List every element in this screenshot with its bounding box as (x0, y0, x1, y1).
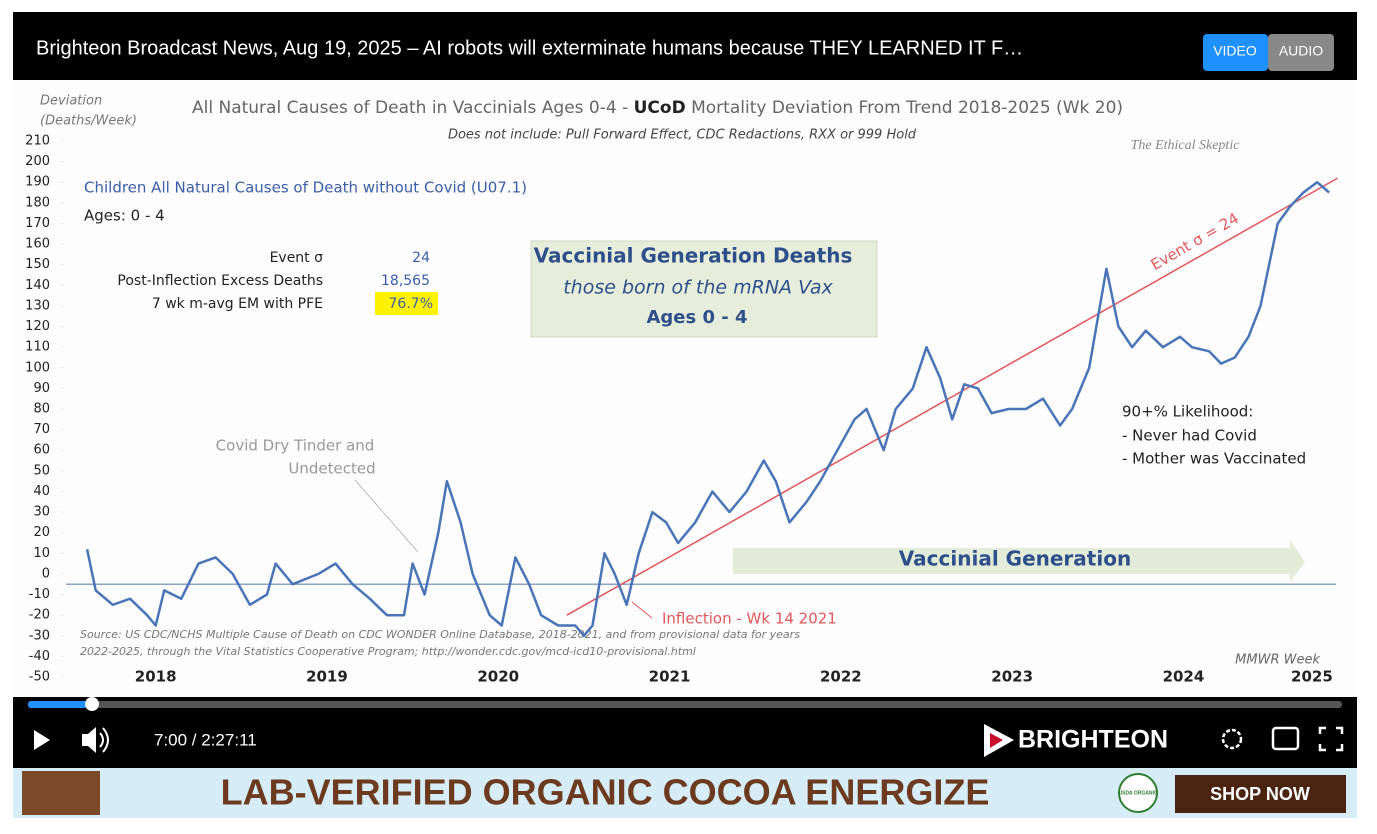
x-tick-label: 2022 (820, 668, 862, 686)
callout-box (530, 240, 878, 338)
watermark: The Ethical Skeptic (1131, 138, 1241, 153)
audio-tab-label[interactable]: AUDIO (1279, 43, 1323, 59)
volume-button[interactable] (82, 727, 109, 753)
inflection-pointer (631, 601, 653, 619)
y-tick-label: 90 (33, 381, 50, 396)
chart: Deviation (Deaths/Week) All Natural Caus… (25, 94, 1338, 686)
likelihood: - Never had Covid (1122, 427, 1257, 445)
y-tick-label: 160 (25, 237, 50, 252)
y-tick-label: 60 (33, 443, 50, 458)
y-tick-label: -20 (29, 608, 50, 623)
title-part: Mortality Deviation From Trend 2018-2025… (686, 98, 1123, 118)
x-axis-label: MMWR Week (1235, 653, 1320, 668)
source: Source: US CDC/NCHS Multiple Cause of De… (80, 628, 800, 641)
title-part: UCoD (634, 98, 686, 118)
callout-title: Vaccinial Generation Deaths (534, 244, 853, 268)
ad-button[interactable] (1175, 775, 1346, 813)
y-tick-label: 170 (25, 216, 50, 231)
x-tick-label: 2023 (991, 668, 1033, 686)
settings-button[interactable] (1221, 728, 1243, 750)
y-tick-label: 200 (25, 154, 50, 169)
y-tick-label: -10 (29, 587, 50, 602)
control-bar (13, 697, 1357, 768)
y-tick-label: 210 (25, 134, 50, 149)
y-tick-label: 190 (25, 175, 50, 190)
progress-track[interactable] (28, 701, 1342, 708)
series-label: Children All Natural Causes of Death wit… (84, 179, 527, 197)
stat-label: 7 wk m-avg EM with PFE (152, 296, 323, 312)
ad-image (22, 771, 100, 815)
y-tick-label: 0 (42, 566, 50, 581)
x-tick-label: 2024 (1163, 668, 1205, 686)
y-axis-label: (Deaths/Week) (40, 114, 137, 129)
ages-label: Ages: 0 - 4 (84, 207, 165, 225)
title-bar (13, 12, 1357, 80)
y-tick-label: 40 (33, 484, 50, 499)
stat-label: Post-Inflection Excess Deaths (117, 273, 323, 289)
y-tick-label: 140 (25, 278, 50, 293)
theater-button[interactable] (1271, 726, 1300, 751)
y-tick-label: 100 (25, 360, 50, 375)
brand-logo-inner (990, 733, 1003, 748)
x-tick-label: 2020 (477, 668, 519, 686)
y-tick-label: 10 (33, 546, 50, 561)
highlight (375, 292, 438, 315)
y-tick-label: -50 (29, 670, 50, 685)
video-tab-label[interactable]: VIDEO (1213, 43, 1257, 59)
likelihood: - Mother was Vaccinated (1122, 450, 1306, 468)
y-tick-label: 180 (25, 195, 50, 210)
x-tick-label: 2018 (135, 668, 177, 686)
audio-tab[interactable] (1268, 34, 1334, 71)
source: 2022-2025, through the Vital Statistics … (80, 645, 696, 658)
ad-badge (1118, 773, 1158, 813)
stat-value: 18,565 (381, 273, 430, 289)
title-part: All Natural Causes of Death in Vaccinial… (192, 98, 634, 118)
arrow (733, 540, 1305, 582)
ad-badge-text: USDA ORGANIC (1119, 790, 1158, 796)
y-tick-label: 50 (33, 463, 50, 478)
y-tick-label: 70 (33, 422, 50, 437)
x-tick-label: 2025 (1291, 668, 1333, 686)
annotation: Undetected (288, 460, 375, 478)
y-tick-label: -40 (29, 649, 50, 664)
stat-value: 24 (412, 250, 430, 266)
y-tick-label: 20 (33, 525, 50, 540)
y-tick-label: -30 (29, 628, 50, 643)
video-frame (13, 80, 1357, 697)
y-tick-label: 150 (25, 257, 50, 272)
x-tick-label: 2019 (306, 668, 348, 686)
y-tick-label: 120 (25, 319, 50, 334)
inflection-label: Inflection - Wk 14 2021 (662, 610, 837, 628)
video-title: Brighteon Broadcast News, Aug 19, 2025 –… (36, 37, 1023, 59)
stat-value: 76.7% (389, 296, 433, 312)
y-tick-label: 110 (25, 340, 50, 355)
ad-headline: LAB-VERIFIED ORGANIC COCOA ENERGIZE (221, 772, 990, 813)
data-line (85, 180, 1330, 638)
y-axis-label: Deviation (40, 94, 102, 109)
callout-text: Ages 0 - 4 (646, 307, 747, 328)
y-tick-label: 80 (33, 402, 50, 417)
progress-played (28, 701, 92, 708)
chart-title: All Natural Causes of Death in Vaccinial… (192, 98, 1123, 118)
ad-button-label[interactable]: SHOP NOW (1210, 784, 1310, 804)
chart-subtitle: Does not include: Pull Forward Effect, C… (448, 128, 917, 143)
brand-name: BRIGHTEON (1018, 726, 1168, 754)
y-tick-label: 130 (25, 298, 50, 313)
video-tab[interactable] (1203, 34, 1268, 71)
arrow-label: Vaccinial Generation (899, 547, 1131, 571)
fullscreen-button[interactable] (1318, 726, 1344, 752)
trend-line (566, 177, 1338, 616)
annotation: Covid Dry Tinder and (216, 437, 375, 455)
y-tick-label: 30 (33, 505, 50, 520)
progress-handle[interactable] (85, 697, 99, 711)
time-display: 7:00 / 2:27:11 (154, 730, 257, 749)
likelihood: 90+% Likelihood: (1122, 403, 1253, 421)
play-button[interactable] (34, 730, 50, 750)
x-tick-label: 2021 (649, 668, 691, 686)
annotation-pointer (354, 479, 419, 553)
stat-label: Event σ (270, 250, 324, 266)
callout-text: those born of the mRNA Vax (563, 277, 833, 299)
